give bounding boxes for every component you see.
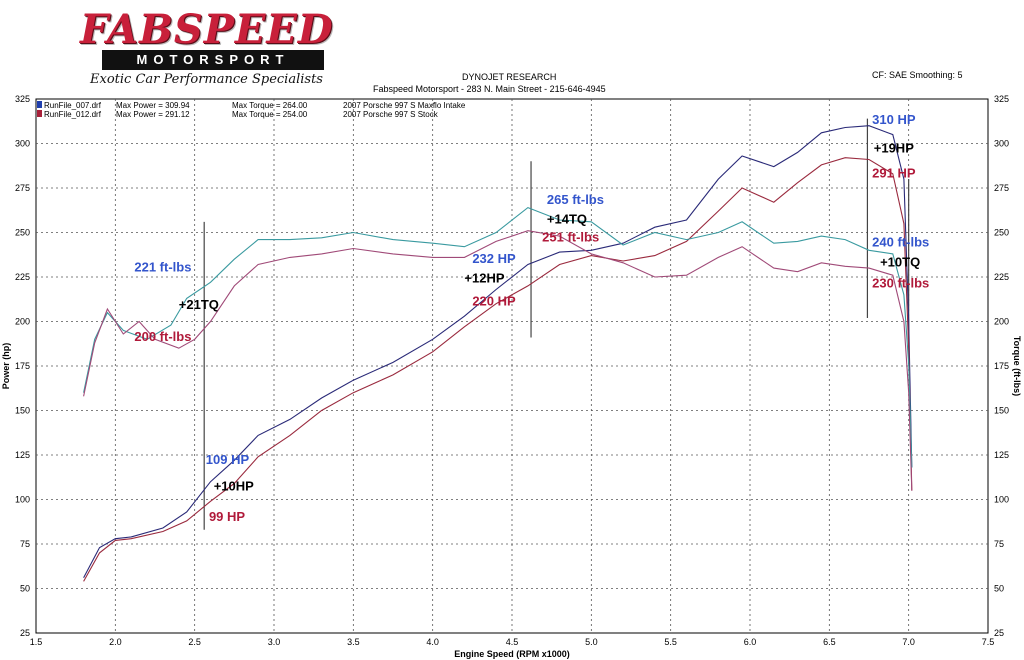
x-tick-label: 4.5: [506, 637, 519, 647]
chart-annotation: 200 ft-lbs: [134, 329, 191, 344]
y-left-tick-label: 175: [15, 361, 30, 371]
chart-annotation: +21TQ: [179, 297, 219, 312]
x-tick-label: 5.5: [664, 637, 677, 647]
legend-max-torque: Max Torque = 264.00: [232, 101, 308, 110]
header-cf-smoothing: CF: SAE Smoothing: 5: [872, 70, 963, 80]
logo-subtitle: MOTORSPORT: [102, 50, 324, 70]
legend-max-power: Max Power = 291.12: [116, 110, 190, 119]
legend-max-torque: Max Torque = 254.00: [232, 110, 308, 119]
x-tick-label: 7.5: [982, 637, 995, 647]
legend-max-power: Max Power = 309.94: [116, 101, 190, 110]
y-left-axis-title: Power (hp): [1, 343, 11, 390]
y-right-tick-label: 100: [994, 495, 1009, 505]
chart-annotation: 220 HP: [472, 293, 516, 308]
y-left-tick-label: 225: [15, 272, 30, 282]
y-left-tick-label: 125: [15, 450, 30, 460]
logo-tagline: Exotic Car Performance Specialists: [90, 72, 323, 87]
x-tick-label: 2.5: [188, 637, 201, 647]
y-left-tick-label: 25: [20, 628, 30, 638]
y-left-tick-label: 75: [20, 539, 30, 549]
series-line-stock_tq: [83, 230, 913, 491]
chart-annotation: 265 ft-lbs: [547, 192, 604, 207]
y-right-tick-label: 300: [994, 139, 1009, 149]
chart-annotation: +19HP: [874, 140, 914, 155]
chart-annotation: 109 HP: [206, 452, 250, 467]
series-line-stock_hp: [83, 157, 913, 582]
y-right-tick-label: 325: [994, 94, 1009, 104]
y-left-tick-label: 100: [15, 495, 30, 505]
x-tick-label: 7.0: [902, 637, 915, 647]
y-left-tick-label: 275: [15, 183, 30, 193]
chart-annotation: 99 HP: [209, 509, 245, 524]
chart-annotation: 230 ft-lbs: [872, 276, 929, 291]
x-tick-label: 1.5: [30, 637, 43, 647]
y-right-tick-label: 50: [994, 584, 1004, 594]
y-right-tick-label: 275: [994, 183, 1009, 193]
y-right-tick-label: 75: [994, 539, 1004, 549]
chart-annotation: 251 ft-lbs: [542, 229, 599, 244]
chart-annotation: +12HP: [464, 270, 504, 285]
y-right-tick-label: 125: [994, 450, 1009, 460]
x-tick-label: 3.0: [268, 637, 281, 647]
series-line-mod_tq: [83, 206, 913, 468]
y-left-tick-label: 200: [15, 317, 30, 327]
legend-description: 2007 Porsche 997 S Maxflo Intake: [343, 101, 466, 110]
chart-annotation: +10TQ: [880, 254, 920, 269]
series-line-mod_hp: [83, 125, 913, 579]
x-tick-label: 3.5: [347, 637, 360, 647]
x-tick-label: 6.0: [744, 637, 757, 647]
y-right-axis-title: Torque (ft-lbs): [1012, 336, 1022, 396]
chart-annotation: 240 ft-lbs: [872, 235, 929, 250]
y-right-tick-label: 150: [994, 406, 1009, 416]
logo-brand: FABSPEED: [80, 6, 334, 53]
y-right-tick-label: 25: [994, 628, 1004, 638]
x-axis-title: Engine Speed (RPM x1000): [454, 649, 570, 659]
y-left-tick-label: 300: [15, 139, 30, 149]
y-left-tick-label: 150: [15, 406, 30, 416]
legend-swatch: [37, 101, 42, 108]
y-left-tick-label: 325: [15, 94, 30, 104]
legend-file: RunFile_007.drf: [44, 101, 102, 110]
chart-annotation: 291 HP: [872, 165, 916, 180]
y-right-tick-label: 200: [994, 317, 1009, 327]
fabspeed-logo: FABSPEED MOTORSPORT Exotic Car Performan…: [80, 6, 340, 88]
chart-annotation: +14TQ: [547, 212, 587, 227]
legend-file: RunFile_012.drf: [44, 110, 102, 119]
y-left-tick-label: 250: [15, 228, 30, 238]
header-title: DYNOJET RESEARCH: [462, 72, 557, 82]
header-address: Fabspeed Motorsport - 283 N. Main Street…: [373, 84, 606, 94]
chart-annotation: +10HP: [214, 479, 254, 494]
legend-description: 2007 Porsche 997 S Stock: [343, 110, 439, 119]
x-tick-label: 6.5: [823, 637, 836, 647]
chart-annotation: 232 HP: [472, 251, 516, 266]
x-tick-label: 5.0: [585, 637, 598, 647]
x-tick-label: 4.0: [426, 637, 439, 647]
x-tick-label: 2.0: [109, 637, 122, 647]
y-left-tick-label: 50: [20, 584, 30, 594]
chart-annotation: 221 ft-lbs: [134, 260, 191, 275]
y-right-tick-label: 225: [994, 272, 1009, 282]
legend-swatch: [37, 110, 42, 117]
chart-annotation: 310 HP: [872, 112, 916, 127]
y-right-tick-label: 175: [994, 361, 1009, 371]
y-right-tick-label: 250: [994, 228, 1009, 238]
